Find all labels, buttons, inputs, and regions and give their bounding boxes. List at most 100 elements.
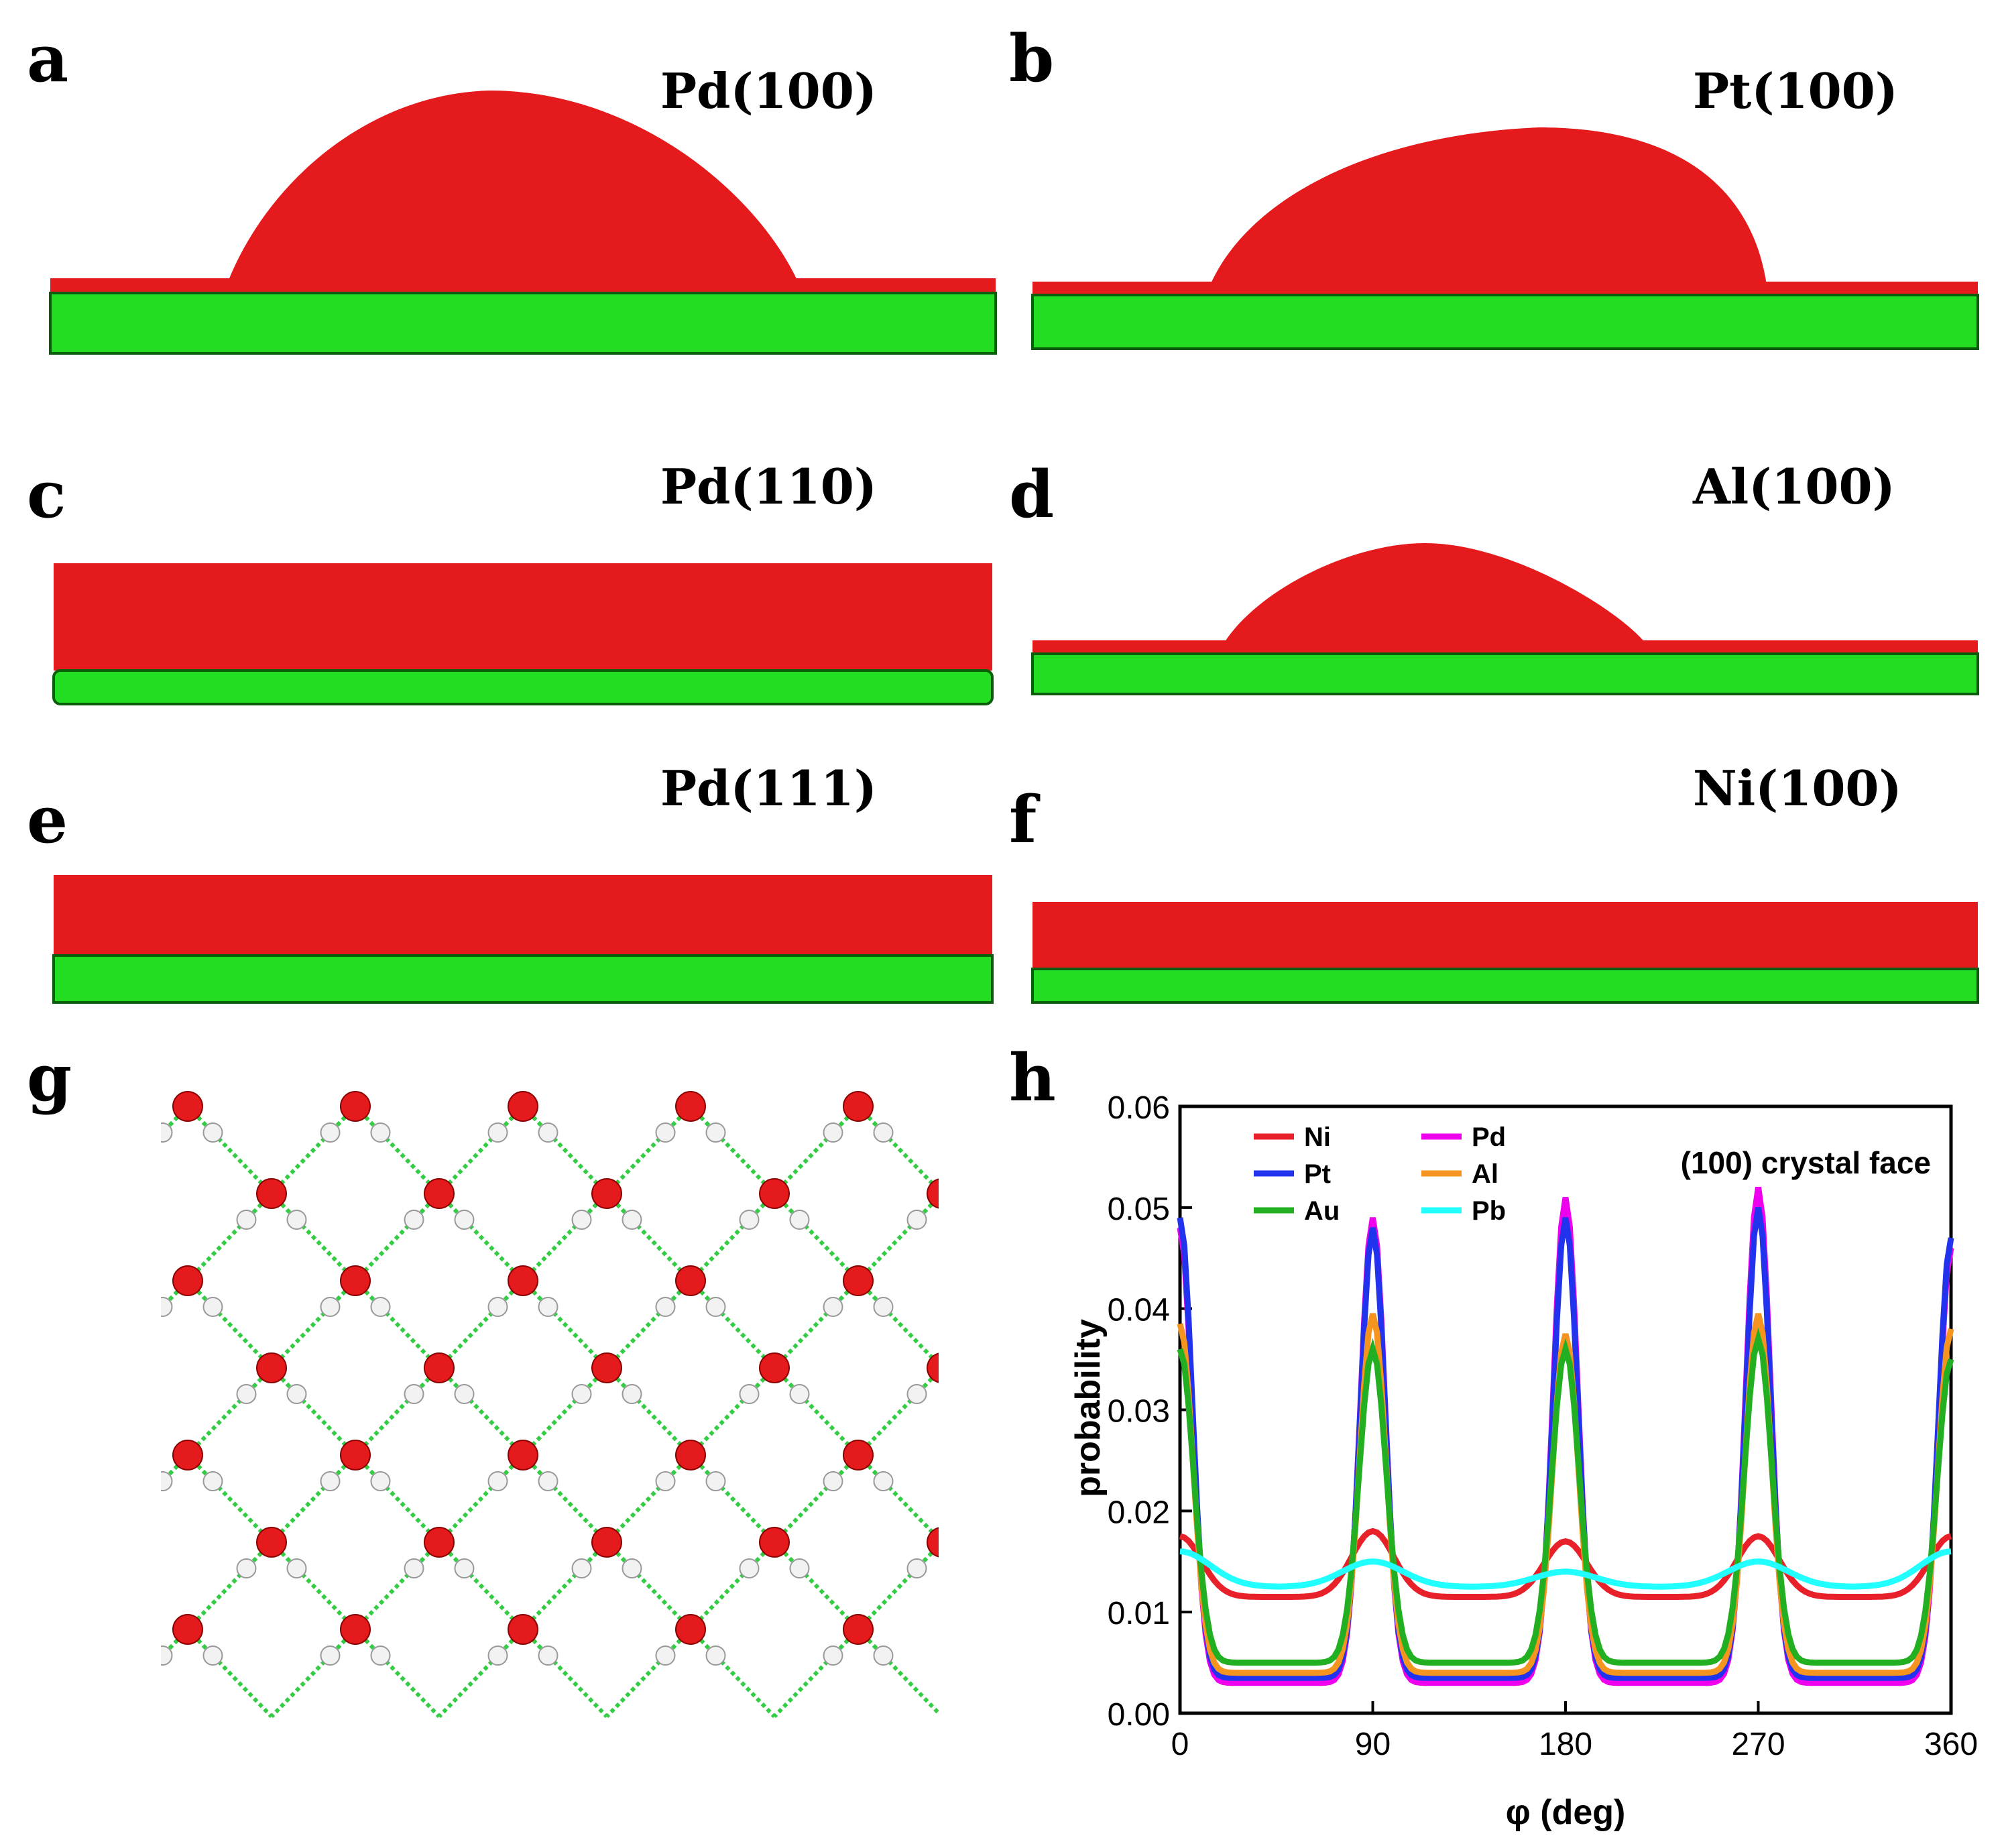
x-tick-label: 270 <box>1731 1727 1785 1762</box>
hydrogen-atom <box>571 1384 592 1404</box>
hydrogen-atom <box>236 1210 257 1230</box>
hydrogen-atom <box>161 1297 173 1317</box>
metal-slab <box>1031 652 1979 695</box>
hydrogen-bond <box>186 1366 274 1457</box>
hydrogen-bond <box>437 1453 525 1544</box>
hydrogen-bond <box>521 1366 609 1457</box>
hydrogen-bond <box>186 1104 274 1196</box>
y-tick-label: 0.03 <box>1108 1394 1170 1430</box>
oxygen-atom <box>759 1178 790 1209</box>
oxygen-atom <box>172 1265 203 1296</box>
hydrogen-bond <box>353 1366 441 1457</box>
hydrogen-atom <box>571 1558 592 1578</box>
oxygen-atom <box>675 1614 706 1645</box>
hydrogen-bond <box>186 1453 274 1544</box>
legend-label: Al <box>1472 1159 1498 1189</box>
y-tick-label: 0.01 <box>1108 1596 1170 1631</box>
hydrogen-atom <box>655 1645 676 1666</box>
snapshot-pt100 <box>1031 127 1979 350</box>
hydrogen-bond <box>270 1540 357 1631</box>
hydrogen-bond <box>270 1192 357 1283</box>
metal-slab <box>52 669 994 705</box>
hydrogen-bond <box>437 1540 525 1631</box>
y-tick-label: 0.06 <box>1108 1090 1170 1126</box>
x-tick-label: 180 <box>1539 1727 1592 1762</box>
hydrogen-atom <box>655 1297 676 1317</box>
hydrogen-atom <box>202 1645 223 1666</box>
hydrogen-bond <box>772 1279 860 1370</box>
surface-label-ni100: Ni(100) <box>1693 760 1902 817</box>
hydrogen-atom <box>538 1122 558 1143</box>
hydrogen-atom <box>370 1645 391 1666</box>
oxygen-atom <box>843 1614 874 1645</box>
panel-letter-h: h <box>1009 1040 1056 1116</box>
hydrogen-atom <box>906 1384 927 1404</box>
hydrogen-atom <box>705 1645 726 1666</box>
hydrogen-atom <box>370 1471 391 1491</box>
hydrogen-bond <box>437 1279 525 1370</box>
hydrogen-atom <box>622 1558 642 1578</box>
x-tick-label: 360 <box>1924 1727 1978 1762</box>
hydrogen-atom <box>789 1384 810 1404</box>
water-droplet <box>1224 543 1646 644</box>
legend-label: Pb <box>1472 1196 1506 1226</box>
hydrogen-atom <box>161 1122 173 1143</box>
hydrogen-bond <box>353 1627 441 1719</box>
hbond-network <box>161 1091 939 1719</box>
water-film <box>1032 902 1978 969</box>
hydrogen-bond <box>689 1540 776 1631</box>
oxygen-atom <box>675 1091 706 1122</box>
adsorbed-water-layer <box>1032 282 1978 295</box>
series-line-pb <box>1179 1548 1952 1590</box>
legend-label: Ni <box>1304 1122 1331 1152</box>
hydrogen-bond <box>689 1279 776 1370</box>
hydrogen-bond <box>605 1192 693 1283</box>
hydrogen-bond <box>437 1627 525 1719</box>
hydrogen-atom <box>739 1210 760 1230</box>
oxygen-atom <box>591 1352 622 1383</box>
oxygen-atom <box>675 1265 706 1296</box>
hydrogen-bond <box>186 1627 274 1719</box>
hydrogen-atom <box>487 1645 508 1666</box>
panel-letter-a: a <box>27 21 69 97</box>
oxygen-atom <box>172 1440 203 1470</box>
hydrogen-atom <box>161 1471 173 1491</box>
hydrogen-bond <box>521 1104 609 1196</box>
oxygen-atom <box>424 1178 455 1209</box>
hydrogen-bond <box>521 1453 609 1544</box>
hydrogen-atom <box>202 1122 223 1143</box>
hydrogen-atom <box>370 1122 391 1143</box>
hydrogen-bond <box>689 1453 776 1544</box>
hydrogen-bond <box>605 1366 693 1457</box>
legend-label: Au <box>1304 1196 1340 1226</box>
hydrogen-atom <box>454 1558 475 1578</box>
hydrogen-bond <box>270 1366 357 1457</box>
oxygen-atom <box>340 1440 371 1470</box>
hydrogen-atom <box>823 1471 843 1491</box>
hydrogen-bond <box>270 1104 357 1196</box>
oxygen-atom <box>843 1265 874 1296</box>
hydrogen-atom <box>906 1558 927 1578</box>
water-droplet <box>228 91 798 282</box>
hydrogen-bond <box>186 1279 274 1370</box>
x-tick-label: 0 <box>1171 1727 1189 1762</box>
hydrogen-atom <box>538 1471 558 1491</box>
hydrogen-bond <box>605 1104 693 1196</box>
hydrogen-atom <box>873 1645 894 1666</box>
oxygen-atom <box>424 1527 455 1558</box>
hydrogen-atom <box>454 1210 475 1230</box>
hydrogen-bond <box>353 1279 441 1370</box>
metal-slab <box>52 954 994 1004</box>
surface-label-pt100: Pt(100) <box>1693 62 1898 119</box>
legend-label: Pd <box>1472 1122 1506 1152</box>
hydrogen-bond <box>521 1279 609 1370</box>
hydrogen-bond <box>353 1104 441 1196</box>
hydrogen-bond <box>772 1366 860 1457</box>
snapshot-pd111 <box>52 875 994 1004</box>
oxygen-atom <box>759 1352 790 1383</box>
hydrogen-atom <box>655 1471 676 1491</box>
series-line-al <box>1177 1313 1954 1676</box>
series-line-pt <box>1177 1207 1954 1681</box>
snapshot-al100 <box>1031 543 1979 695</box>
panel-letter-b: b <box>1009 21 1055 97</box>
